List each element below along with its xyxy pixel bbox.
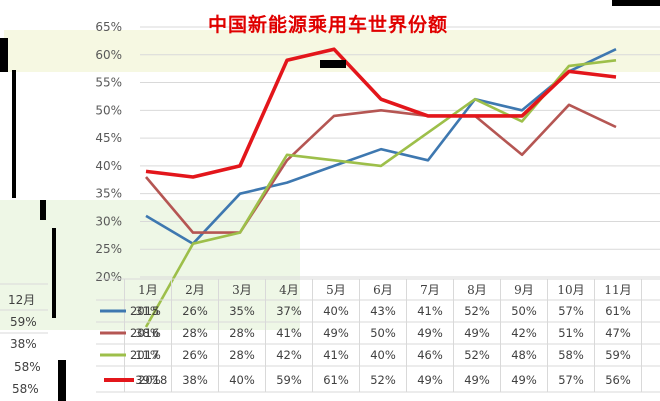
data-label: 40% [229,373,255,387]
data-label: 41% [323,348,349,362]
series-line-2016 [145,103,617,234]
series-line-2015 [145,48,617,245]
data-label: 35% [229,304,255,318]
side-cell-2017: 58% [14,360,41,374]
data-label: 40% [323,304,349,318]
y-tick-label: 60% [95,48,122,62]
data-label: 51% [558,326,584,340]
side-cell-2015: 59% [10,315,37,329]
data-label: 49% [511,373,537,387]
data-label: 50% [370,326,396,340]
data-label: 28% [182,326,208,340]
y-tick-label: 45% [95,131,122,145]
series-line-2018 [145,47,617,179]
data-label: 26% [182,348,208,362]
side-cell-2018: 58% [12,382,39,396]
data-label: 61% [323,373,349,387]
data-label: 47% [605,326,631,340]
category-label: 6月 [373,283,393,297]
data-label: 59% [605,348,631,362]
crop-artifact [40,200,46,220]
y-tick-label: 55% [95,76,122,90]
data-label: 48% [511,348,537,362]
data-label: 31% [135,304,161,318]
side-cell-2016: 38% [10,337,37,351]
data-label: 49% [323,326,349,340]
crop-artifact [12,70,16,198]
data-label: 52% [464,348,490,362]
gridlines [140,26,660,278]
chart-title: 中国新能源乘用车世界份额 [208,13,448,36]
category-label: 2月 [185,283,205,297]
category-label: 8月 [467,283,487,297]
crop-artifact [52,228,56,318]
crop-artifact [58,360,66,401]
data-label: 28% [229,348,255,362]
data-label: 49% [417,373,443,387]
category-label: 3月 [232,283,252,297]
y-tick-label: 35% [95,187,122,201]
data-label: 11% [135,348,161,362]
category-label: 10月 [557,283,584,297]
data-label: 59% [276,373,302,387]
category-label: 9月 [514,283,534,297]
category-label: 7月 [420,283,440,297]
crop-artifact [0,38,8,72]
data-label: 39% [135,373,161,387]
legend-label-2017: 2017 [130,348,159,362]
legend-label-2016: 2016 [130,326,159,340]
data-label: 42% [511,326,537,340]
data-label: 58% [558,348,584,362]
crop-artifact [612,0,660,6]
y-tick-label: 65% [95,20,122,34]
data-label: 43% [370,304,396,318]
series-lines [144,47,617,328]
data-label: 28% [229,326,255,340]
data-label: 38% [135,326,161,340]
data-label: 57% [558,373,584,387]
data-label: 37% [276,304,302,318]
data-label: 61% [605,304,631,318]
category-label: 4月 [279,283,299,297]
data-label: 49% [417,326,443,340]
y-tick-label: 25% [95,242,122,256]
y-tick-label: 50% [95,103,122,117]
crop-artifact [320,60,346,68]
y-tick-label: 40% [95,159,122,173]
side-header: 12月 [8,293,35,307]
data-label: 42% [276,348,302,362]
legend-label-2018: 2018 [138,373,167,387]
y-axis-ticks: 65% 60% 55% 50% 45% 40% 35% 30% 25% 20% [95,20,122,284]
data-label: 38% [182,373,208,387]
data-label: 46% [417,348,443,362]
category-label: 5月 [326,283,346,297]
data-label: 49% [464,373,490,387]
data-label: 56% [605,373,631,387]
legend-label-2015: 2015 [130,304,159,318]
y-tick-label: 30% [95,214,122,228]
data-label: 49% [464,326,490,340]
data-label: 50% [511,304,537,318]
category-label: 11月 [604,283,631,297]
data-label: 41% [417,304,443,318]
data-label: 52% [370,373,396,387]
data-label: 57% [558,304,584,318]
side-column: 12月 59% 38% 58% 58% [0,283,48,396]
data-label: 52% [464,304,490,318]
data-label: 41% [276,326,302,340]
y-tick-label: 20% [95,270,122,284]
data-label: 40% [370,348,396,362]
data-label: 26% [182,304,208,318]
category-label: 1月 [138,283,158,297]
